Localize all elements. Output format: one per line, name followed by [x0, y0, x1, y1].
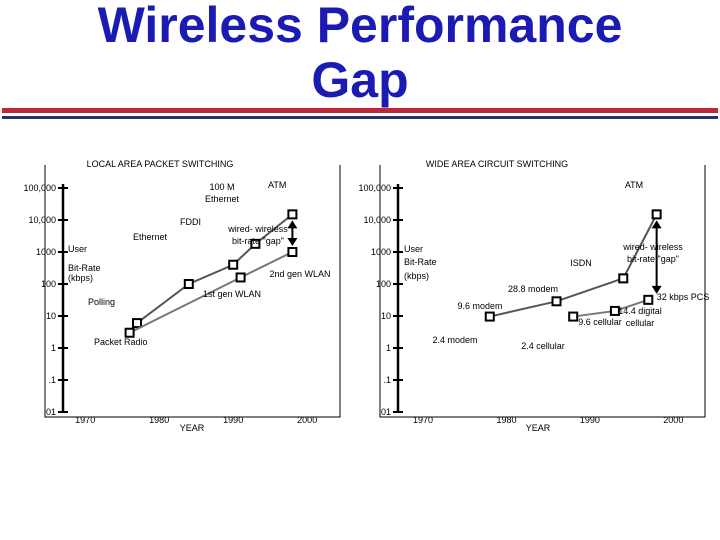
- series-1-point: [651, 209, 662, 220]
- series-2-point: [643, 294, 654, 305]
- y-tick-label: 100,000: [358, 183, 391, 193]
- series-1-point: [484, 311, 495, 322]
- y-axis-label-line3: (kbps): [68, 273, 93, 283]
- gap-label-line1: wired- wireless: [227, 224, 288, 234]
- series-2-point: [235, 272, 246, 283]
- series-2-point: [124, 327, 135, 338]
- y-tick-label: .1: [383, 375, 391, 385]
- series-1-point: [228, 259, 239, 270]
- chart-title: WIDE AREA CIRCUIT SWITCHING: [426, 159, 568, 169]
- x-tick-label: 2000: [663, 415, 683, 425]
- series-2-point: [609, 305, 620, 316]
- x-tick-label: 1990: [580, 415, 600, 425]
- y-tick-label: 1: [386, 343, 391, 353]
- point-label: 1st gen WLAN: [203, 289, 261, 299]
- y-tick-label: 100: [41, 279, 56, 289]
- series-1-point: [183, 279, 194, 289]
- point-label: cellular: [626, 318, 655, 328]
- gap-label-line1: wired- wireless: [622, 242, 683, 252]
- x-tick-label: 1990: [223, 415, 243, 425]
- point-label: 28.8 modem: [508, 284, 558, 294]
- slide-title-line2: Gap: [311, 52, 409, 108]
- series-1-point: [618, 273, 629, 284]
- title-rule-red: [2, 108, 718, 113]
- point-label: 100 M: [209, 182, 234, 192]
- x-tick-label: 2000: [297, 415, 317, 425]
- gap-arrow-head-bottom: [651, 285, 662, 294]
- gap-arrow-head-top: [651, 220, 662, 229]
- point-label: 9.6 modem: [457, 301, 502, 311]
- series-2-point: [287, 247, 298, 257]
- x-tick-label: 1980: [149, 415, 169, 425]
- point-label: Ethernet: [205, 194, 240, 204]
- y-tick-label: 10,000: [28, 215, 56, 225]
- chart-frame: [379, 165, 706, 418]
- x-axis-label: YEAR: [526, 423, 551, 433]
- x-tick-label: 1980: [496, 415, 516, 425]
- y-axis-label-line1: User: [68, 244, 87, 254]
- point-label: Polling: [88, 297, 115, 307]
- point-label: ATM: [625, 180, 643, 190]
- series-1-line: [489, 213, 658, 318]
- y-tick-label: .01: [378, 407, 391, 417]
- annotation-label: 2.4 modem: [432, 335, 477, 345]
- point-label: Ethernet: [133, 232, 168, 242]
- point-label: 32 kbps PCS: [657, 292, 710, 302]
- y-tick-label: .1: [48, 375, 56, 385]
- annotation-label: 2.4 cellular: [521, 341, 565, 351]
- series-2-point: [568, 311, 579, 322]
- gap-arrow-head-bottom: [287, 238, 298, 246]
- y-axis-label-line2: Bit-Rate: [68, 263, 101, 273]
- point-label: ATM: [268, 180, 286, 190]
- y-tick-label: 10: [46, 311, 56, 321]
- y-axis-label-line2: Bit-Rate: [404, 257, 437, 267]
- x-tick-label: 1970: [75, 415, 95, 425]
- slide-title-line1: Wireless Performance: [97, 0, 623, 53]
- point-label: Packet Radio: [94, 337, 148, 347]
- y-tick-label: 100: [376, 279, 391, 289]
- x-tick-label: 1970: [413, 415, 433, 425]
- y-tick-label: .01: [43, 407, 56, 417]
- gap-label-line2: bit-rate "gap": [232, 236, 284, 246]
- point-label: ISDN: [570, 258, 592, 268]
- chart-title: LOCAL AREA PACKET SWITCHING: [87, 159, 234, 169]
- x-axis-label: YEAR: [180, 423, 205, 433]
- y-tick-label: 10,000: [363, 215, 391, 225]
- point-label: FDDI: [180, 217, 201, 227]
- y-axis-label-line1: User: [404, 244, 423, 254]
- y-tick-label: 1: [51, 343, 56, 353]
- series-1-point: [250, 238, 261, 249]
- gap-arrow-head-top: [287, 220, 298, 229]
- y-tick-label: 10: [381, 311, 391, 321]
- series-1-point: [551, 296, 562, 307]
- y-tick-label: 1000: [36, 247, 56, 257]
- point-label: 2nd gen WLAN: [269, 269, 330, 279]
- y-axis-label-line3: (kbps): [404, 271, 429, 281]
- chart-frame: [44, 165, 341, 418]
- point-label: 9.6 cellular: [578, 317, 622, 327]
- title-rule-blue: [2, 116, 718, 119]
- y-tick-label: 1000: [371, 247, 391, 257]
- gap-label-line2: bit-rate "gap": [627, 254, 679, 264]
- y-tick-label: 100,000: [23, 183, 56, 193]
- series-1-point: [132, 318, 142, 329]
- point-label: 14.4 digital: [618, 306, 662, 316]
- series-1-point: [287, 209, 298, 220]
